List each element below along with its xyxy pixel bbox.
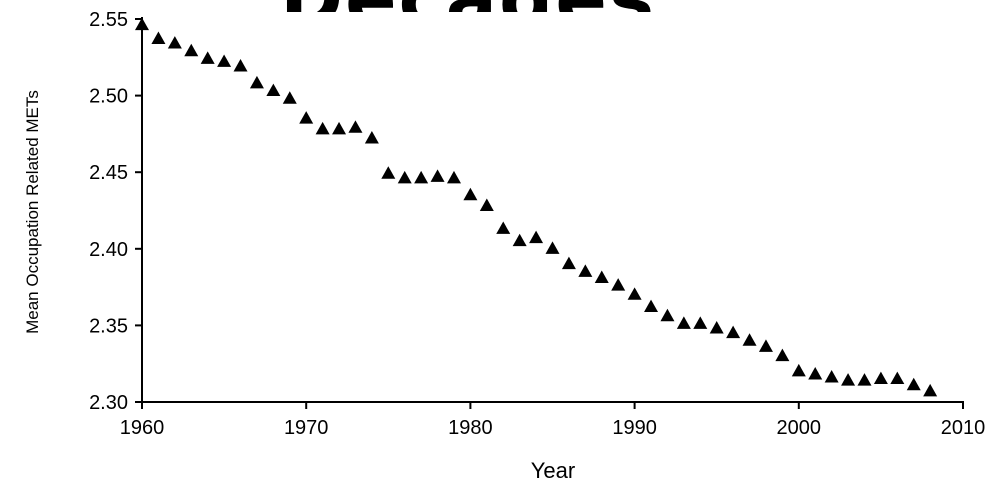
data-point-marker [151, 31, 166, 44]
data-point-marker [430, 169, 445, 182]
data-point-marker [249, 75, 264, 89]
data-point-marker [545, 241, 560, 254]
data-point-marker [775, 348, 790, 362]
data-point-marker [611, 278, 626, 291]
x-tick-label: 2000 [777, 417, 822, 439]
data-point-marker [299, 111, 314, 124]
y-tick-label: 2.45 [89, 162, 128, 184]
data-point-marker [561, 256, 576, 270]
data-point-marker [808, 366, 823, 380]
data-point-marker [414, 170, 429, 184]
data-point-marker [578, 264, 593, 277]
x-tick-label: 2010 [941, 417, 986, 439]
y-axis-label: Mean Occupation Related METs [23, 90, 42, 334]
y-tick-label: 2.50 [89, 86, 128, 108]
x-axis-label: Year [531, 458, 575, 483]
data-point-marker [857, 373, 872, 386]
chart-axes [141, 17, 964, 403]
chart-title: Decades [280, 0, 656, 12]
data-point-marker [167, 36, 182, 49]
y-tick-label: 2.55 [89, 9, 128, 31]
data-point-marker [841, 373, 856, 386]
x-tick-label: 1960 [120, 417, 165, 439]
data-point-marker [676, 316, 691, 329]
chart-title-clip: Decades [0, 0, 997, 12]
data-point-marker [824, 370, 839, 383]
x-axis-ticks: 1960 1970 1980 1990 2000 2010 [120, 402, 986, 439]
data-point-marker [660, 308, 675, 322]
data-point-marker [529, 230, 544, 244]
y-tick-label: 2.35 [89, 315, 128, 337]
data-point-marker [217, 54, 232, 67]
data-point-marker [479, 198, 494, 211]
data-point-marker [463, 187, 478, 201]
data-point-marker [709, 321, 724, 334]
data-point-marker [348, 120, 363, 133]
data-points [135, 17, 938, 397]
data-point-marker [512, 233, 527, 247]
data-point-marker [200, 51, 215, 64]
data-point-marker [906, 377, 921, 391]
data-point-marker [627, 287, 642, 300]
data-point-marker [266, 83, 281, 97]
data-point-marker [726, 325, 741, 339]
data-point-marker [594, 270, 609, 283]
data-point-marker [496, 221, 511, 234]
data-point-marker [184, 43, 199, 57]
data-point-marker [282, 91, 297, 104]
data-point-marker [364, 131, 379, 144]
data-point-marker [923, 383, 938, 397]
data-point-marker [758, 339, 773, 352]
data-point-marker [742, 333, 757, 346]
x-tick-label: 1980 [448, 417, 493, 439]
y-tick-label: 2.30 [89, 392, 128, 414]
data-point-marker [332, 121, 347, 135]
data-point-marker [791, 363, 806, 377]
data-point-marker [315, 121, 330, 135]
data-point-marker [381, 166, 396, 179]
data-point-marker [135, 17, 149, 31]
data-point-marker [693, 316, 708, 329]
data-point-marker [890, 371, 905, 385]
data-point-marker [397, 170, 412, 184]
x-tick-label: 1990 [612, 417, 657, 439]
data-point-marker [644, 299, 659, 313]
data-point-marker [446, 170, 461, 184]
x-tick-label: 1970 [284, 417, 329, 439]
y-axis-ticks: 2.30 2.35 2.40 2.45 2.50 2.55 [89, 9, 142, 414]
y-tick-label: 2.40 [89, 239, 128, 261]
data-point-marker [233, 59, 248, 72]
data-point-marker [873, 371, 888, 385]
